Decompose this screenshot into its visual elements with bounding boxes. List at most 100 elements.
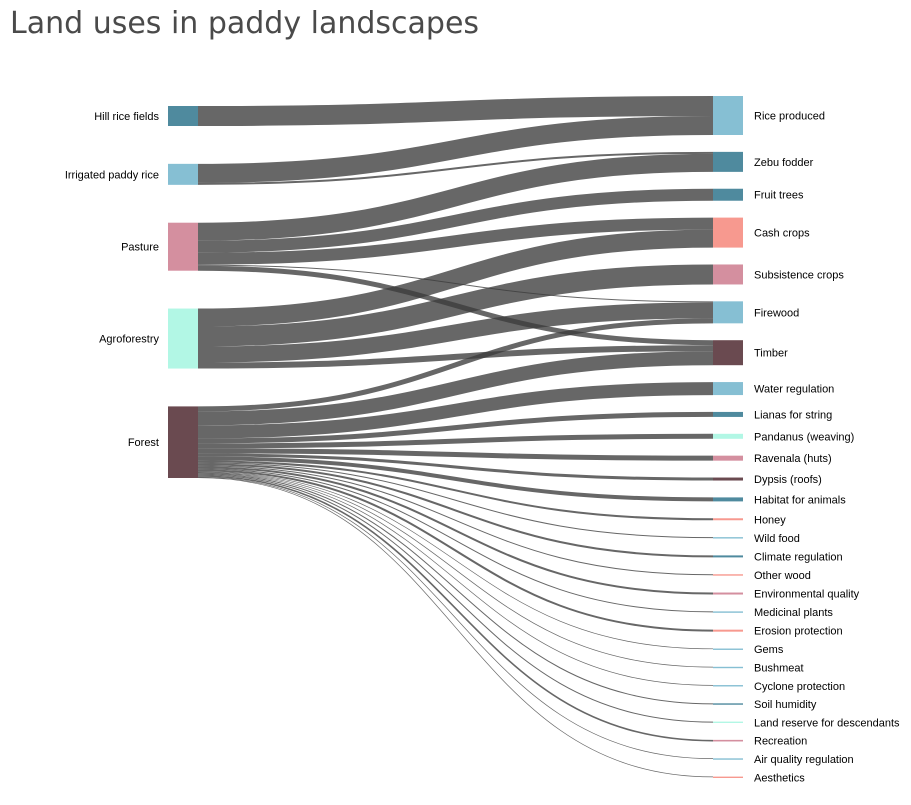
node-irrigated-paddy-rice (168, 163, 198, 185)
link-forest-to-climate-regulation (197, 463, 714, 558)
link-forest-to-aesthetics (197, 477, 714, 778)
node-label-bushmeat: Bushmeat (754, 663, 804, 675)
node-label-climate-regulation: Climate regulation (754, 551, 843, 563)
link-forest-to-bushmeat (197, 471, 714, 668)
link-forest-to-dypsis-roofs- (197, 453, 714, 481)
node-environmental-quality (713, 592, 743, 595)
node-label-ravenala-huts: Ravenala (huts) (754, 453, 832, 465)
node-label-wild-food: Wild food (754, 533, 800, 545)
node-rice-produced (713, 96, 743, 135)
link-forest-to-wild-food (197, 462, 714, 539)
node-label-recreation: Recreation (754, 736, 807, 748)
link-hill-rice-fields-to-rice-produced (197, 96, 714, 126)
node-bushmeat (713, 666, 743, 669)
node-label-subsistence-crops: Subsistence crops (754, 269, 844, 281)
node-timber (713, 340, 743, 366)
node-hill-rice-fields (168, 106, 198, 126)
node-label-cyclone-protection: Cyclone protection (754, 681, 845, 693)
node-label-dypsis-roofs: Dypsis (roofs) (754, 474, 822, 486)
link-pasture-to-fruit-trees (197, 188, 714, 253)
link-forest-to-environmental-quality (197, 466, 714, 595)
node-climate-regulation (713, 555, 743, 558)
link-forest-to-air-quality-regulation (197, 476, 714, 759)
node-zebu-fodder (713, 151, 743, 172)
node-honey (713, 518, 743, 521)
node-air-quality-regulation (713, 758, 743, 760)
node-label-medicinal-plants: Medicinal plants (754, 607, 833, 619)
node-label-gems: Gems (754, 644, 784, 656)
node-cash-crops (713, 217, 743, 248)
node-erosion-protection (713, 629, 743, 632)
link-agroforestry-to-subsistence-crops (197, 264, 714, 347)
node-label-honey: Honey (754, 514, 786, 526)
node-land-reserve-for-descendants (713, 721, 743, 723)
link-forest-to-erosion-protection (197, 469, 714, 632)
node-fruit-trees (713, 188, 743, 201)
link-agroforestry-to-cash-crops (197, 229, 714, 327)
node-lianas-for-string (713, 411, 743, 417)
label-layer: Hill rice fields Irrigated paddy rice Past… (65, 111, 900, 785)
link-forest-to-recreation (197, 475, 714, 742)
node-label-habitat-for-animals: Habitat for animals (754, 494, 846, 506)
link-layer (197, 96, 714, 778)
node-label-fruit-trees: Fruit trees (754, 190, 804, 202)
node-pandanus-weaving (713, 433, 743, 439)
node-label-environmental-quality: Environmental quality (754, 589, 860, 601)
node-label-forest: Forest (128, 437, 159, 449)
node-water-regulation (713, 382, 743, 396)
node-label-water-regulation: Water regulation (754, 384, 834, 396)
node-pasture (168, 222, 198, 271)
link-forest-to-soil-humidity (197, 473, 714, 705)
link-forest-to-timber (197, 351, 714, 426)
link-forest-to-land-reserve-for-descendants (197, 474, 714, 723)
link-forest-to-ravenala-huts- (197, 448, 714, 461)
link-pasture-to-zebu-fodder (197, 153, 714, 241)
link-irrigated-paddy-rice-to-zebu-fodder (197, 151, 714, 185)
node-agroforestry (168, 308, 198, 369)
link-forest-to-habitat-for-animals (197, 456, 714, 502)
node-gems (713, 648, 743, 650)
link-forest-to-other-wood (197, 465, 714, 576)
link-forest-to-gems (197, 471, 714, 650)
node-label-rice-produced: Rice produced (754, 111, 825, 123)
node-medicinal-plants (713, 611, 743, 613)
link-forest-to-medicinal-plants (197, 468, 714, 613)
chart-title: Land uses in paddy landscapes (10, 6, 480, 41)
node-soil-humidity (713, 703, 743, 705)
node-layer (168, 96, 743, 778)
node-label-hill-rice-fields: Hill rice fields (94, 111, 159, 123)
node-other-wood (713, 574, 743, 576)
node-label-agroforestry: Agroforestry (99, 334, 159, 346)
node-label-lianas-for-string: Lianas for string (754, 409, 832, 421)
node-dypsis-roofs (713, 477, 743, 481)
node-label-firewood: Firewood (754, 307, 799, 319)
link-forest-to-cyclone-protection (197, 472, 714, 686)
node-label-cash-crops: Cash crops (754, 228, 810, 240)
node-label-air-quality-regulation: Air quality regulation (754, 754, 854, 766)
link-forest-to-lianas-for-string (197, 411, 714, 444)
node-label-zebu-fodder: Zebu fodder (754, 157, 814, 169)
node-label-land-reserve-for-descendants: Land reserve for descendants (754, 717, 900, 729)
node-firewood (713, 301, 743, 324)
link-pasture-to-cash-crops (197, 217, 714, 265)
node-label-irrigated-paddy-rice: Irrigated paddy rice (65, 169, 159, 181)
link-forest-to-pandanus-weaving- (197, 433, 714, 449)
link-forest-to-honey (197, 460, 714, 521)
node-label-aesthetics: Aesthetics (754, 772, 805, 784)
node-label-timber: Timber (754, 348, 788, 360)
node-subsistence-crops (713, 264, 743, 285)
node-label-pasture: Pasture (121, 242, 159, 254)
link-agroforestry-to-timber (197, 345, 714, 369)
node-recreation (713, 739, 743, 742)
node-label-other-wood: Other wood (754, 570, 811, 582)
node-forest (168, 406, 198, 478)
node-ravenala-huts (713, 455, 743, 461)
link-irrigated-paddy-rice-to-rice-produced (197, 116, 714, 183)
link-forest-to-firewood (197, 318, 714, 412)
node-label-pandanus-weaving: Pandanus (weaving) (754, 431, 854, 443)
node-label-soil-humidity: Soil humidity (754, 699, 817, 711)
link-agroforestry-to-firewood (197, 302, 714, 363)
link-forest-to-water-regulation (197, 382, 714, 439)
node-wild-food (713, 537, 743, 539)
